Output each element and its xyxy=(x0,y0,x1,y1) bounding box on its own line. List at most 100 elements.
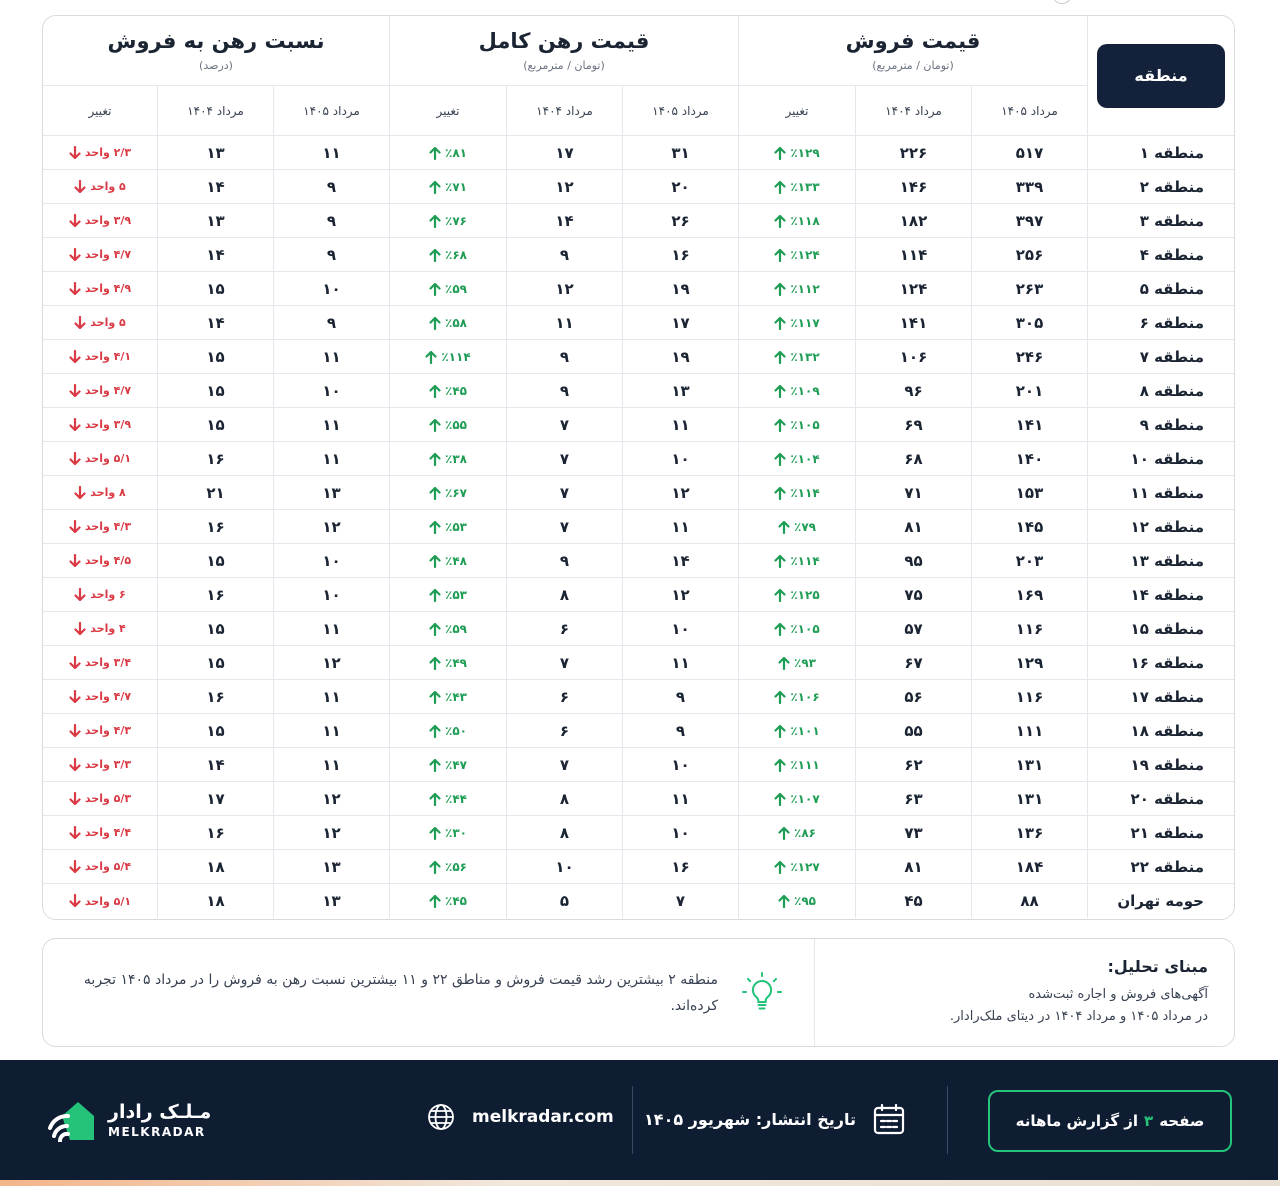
sale-price-1404: ۴۵ xyxy=(855,884,971,918)
change-value: ۴ واحد xyxy=(90,622,126,635)
sale-price-group-header: قیمت فروش (تومان / مترمربع) xyxy=(738,16,1087,86)
ratio-1404: ۱۶ xyxy=(157,680,273,714)
footer-accent-strip xyxy=(0,1180,1280,1186)
sale-price-1405: ۱۴۵ xyxy=(971,510,1087,544)
region-name: منطقه ۷ xyxy=(1087,340,1234,374)
mortgage-price-1405: ۲۶ xyxy=(622,204,738,238)
page-indicator-button[interactable]: صفحه ۳ از گزارش ماهانه xyxy=(988,1090,1232,1152)
change-value: ۳/۹ واحد xyxy=(84,214,132,227)
change-value: ۳/۳ واحد xyxy=(84,758,132,771)
sale-price-1404: ۱۴۱ xyxy=(855,306,971,340)
table-grid: منطقه قیمت فروش (تومان / مترمربع) قیمت ر… xyxy=(43,16,1234,918)
change-value: ۵/۱ واحد xyxy=(84,452,132,465)
mortgage-price-1404: ۹ xyxy=(506,238,622,272)
change-value: ٪۴۵ xyxy=(445,383,467,398)
sale-price-1405: ۱۳۱ xyxy=(971,748,1087,782)
region-name: منطقه ۴ xyxy=(1087,238,1234,272)
change-value: ۴/۹ واحد xyxy=(84,282,132,295)
arrow-up-icon xyxy=(774,758,786,772)
region-header-badge: منطقه xyxy=(1097,43,1225,108)
mortgage-price-change: ٪۵۳ xyxy=(389,578,506,612)
change-value: ۴/۱ واحد xyxy=(84,350,132,363)
ratio-change: ۵ واحد xyxy=(43,170,157,204)
sale-price-1405: ۲۰۱ xyxy=(971,374,1087,408)
change-value: ۲/۳ واحد xyxy=(84,146,132,159)
mortgage-price-change: ٪۵۰ xyxy=(389,714,506,748)
change-value: ٪۵۹ xyxy=(445,621,467,636)
change-value: ۳/۹ واحد xyxy=(84,418,132,431)
ratio-1405: ۱۱ xyxy=(273,340,389,374)
sale-price-1405: ۱۴۰ xyxy=(971,442,1087,476)
sale-price-change: ٪۱۰۶ xyxy=(738,680,855,714)
website-text[interactable]: melkradar.com xyxy=(472,1107,614,1127)
mortgage-price-change: ٪۵۹ xyxy=(389,272,506,306)
arrow-up-icon xyxy=(774,554,786,568)
ratio-1405: ۱۱ xyxy=(273,136,389,170)
region-name: منطقه ۶ xyxy=(1087,306,1234,340)
ratio-change: ۴/۵ واحد xyxy=(43,544,157,578)
sale-price-1404: ۶۸ xyxy=(855,442,971,476)
arrow-up-icon xyxy=(429,656,441,670)
mortgage-price-1404: ۹ xyxy=(506,374,622,408)
region-name: منطقه ۱۴ xyxy=(1087,578,1234,612)
analysis-insight-text: منطقه ۲ بیشترین رشد قیمت فروش و مناطق ۲۲… xyxy=(83,971,718,1014)
sale-price-change: ٪۱۳۲ xyxy=(738,340,855,374)
arrow-up-icon xyxy=(778,520,790,534)
region-name: منطقه ۲ xyxy=(1087,170,1234,204)
mortgage-price-1405: ۹ xyxy=(622,680,738,714)
ratio-1404: ۱۵ xyxy=(157,612,273,646)
mortgage-price-1404: ۷ xyxy=(506,748,622,782)
mortgage-price-change: ٪۵۶ xyxy=(389,850,506,884)
group-subtitle: (تومان / مترمربع) xyxy=(872,59,954,72)
change-value: ٪۱۰۵ xyxy=(790,621,820,636)
arrow-down-icon xyxy=(69,383,81,397)
group-title: قیمت رهن کامل xyxy=(478,29,650,53)
ratio-change: ۴ واحد xyxy=(43,612,157,646)
arrow-down-icon xyxy=(69,281,81,295)
arrow-down-icon xyxy=(69,894,81,908)
mortgage-price-1405: ۱۱ xyxy=(622,646,738,680)
mortgage-price-1405: ۱۰ xyxy=(622,816,738,850)
website-link[interactable]: melkradar.com xyxy=(426,1102,614,1132)
analysis-basis-line-1: آگهی‌های فروش و اجاره ثبت‌شده xyxy=(1028,987,1209,1002)
change-value: ٪۱۲۴ xyxy=(790,247,820,262)
ratio-1405: ۱۰ xyxy=(273,544,389,578)
sale-price-1404: ۶۷ xyxy=(855,646,971,680)
sale-price-1405: ۱۳۱ xyxy=(971,782,1087,816)
arrow-up-icon xyxy=(774,622,786,636)
sale-price-1405: ۱۴۱ xyxy=(971,408,1087,442)
ratio-1404: ۱۳ xyxy=(157,204,273,238)
ratio-change: ۴/۴ واحد xyxy=(43,816,157,850)
sale-price-change: ٪۱۲۵ xyxy=(738,578,855,612)
sale-price-change: ٪۹۳ xyxy=(738,646,855,680)
change-value: ٪۶۸ xyxy=(445,247,467,262)
region-name: منطقه ۱۸ xyxy=(1087,714,1234,748)
page-prefix: صفحه xyxy=(1159,1112,1205,1130)
arrow-up-icon xyxy=(774,384,786,398)
mortgage-price-change: ٪۱۱۴ xyxy=(389,340,506,374)
mortgage-price-1404: ۱۴ xyxy=(506,204,622,238)
sale-price-change: ٪۱۰۹ xyxy=(738,374,855,408)
change-value: ۵ واحد xyxy=(90,180,126,193)
arrow-down-icon xyxy=(69,825,81,839)
sale-price-1404: ۱۱۴ xyxy=(855,238,971,272)
change-value: ٪۱۱۴ xyxy=(790,485,820,500)
mortgage-price-change: ٪۴۹ xyxy=(389,646,506,680)
arrow-down-icon xyxy=(69,757,81,771)
sale-price-1405: ۳۳۹ xyxy=(971,170,1087,204)
region-name: منطقه ۱ xyxy=(1087,136,1234,170)
change-value: ٪۱۲۷ xyxy=(790,859,820,874)
ratio-1405: ۱۳ xyxy=(273,850,389,884)
ratio-1405: ۱۲ xyxy=(273,510,389,544)
change-value: ٪۱۳۳ xyxy=(790,179,820,194)
region-name: منطقه ۸ xyxy=(1087,374,1234,408)
mortgage-price-1405: ۷ xyxy=(622,884,738,918)
group-subtitle: (تومان / مترمربع) xyxy=(523,59,605,72)
ratio-1405: ۱۲ xyxy=(273,646,389,680)
change-value: ٪۱۱۸ xyxy=(790,213,820,228)
ratio-change: ۲/۳ واحد xyxy=(43,136,157,170)
mortgage-price-1404: ۵ xyxy=(506,884,622,918)
change-value: ٪۱۰۱ xyxy=(790,723,820,738)
ratio-change: ۵/۱ واحد xyxy=(43,442,157,476)
mortgage-price-change: ٪۳۰ xyxy=(389,816,506,850)
